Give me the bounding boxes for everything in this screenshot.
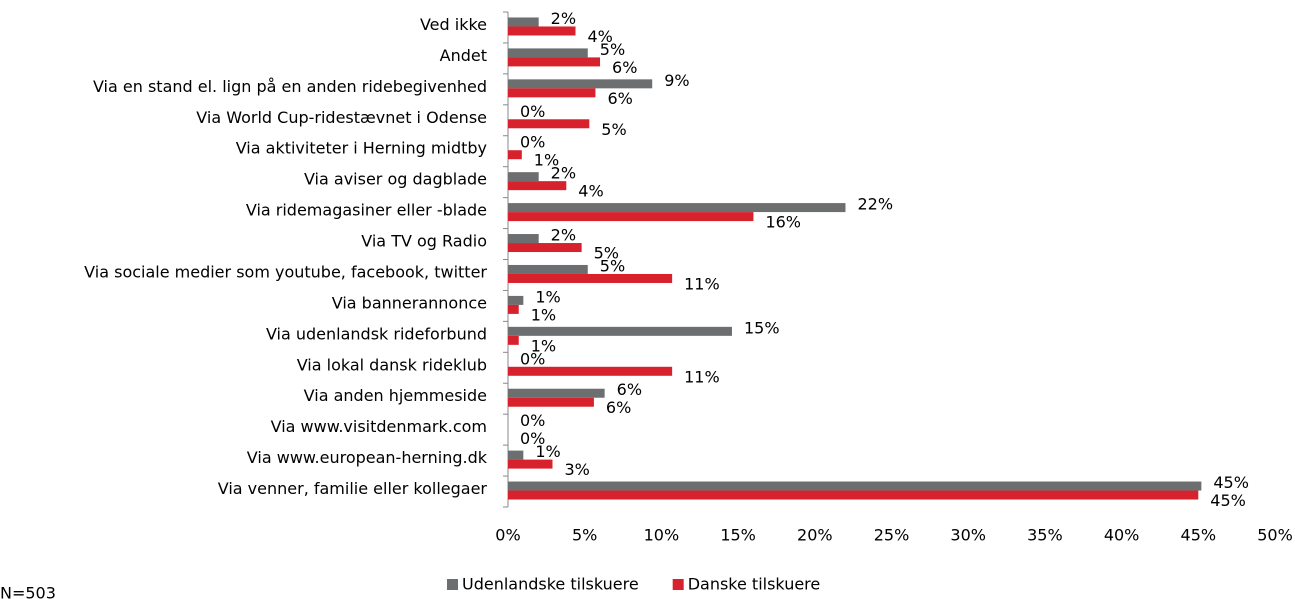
value-label: 4%: [578, 182, 603, 201]
value-label: 0%: [520, 429, 545, 448]
y-tick-label: Ved ikke: [420, 15, 487, 34]
y-tick-label: Via aviser og dagblade: [304, 170, 487, 189]
value-label: 2%: [551, 164, 576, 183]
value-label: 6%: [612, 58, 637, 77]
legend-swatch: [447, 579, 458, 590]
value-label: 1%: [531, 336, 556, 355]
bar: [508, 88, 596, 98]
bar: [508, 48, 588, 58]
value-label: 1%: [535, 287, 560, 306]
y-tick-label: Via TV og Radio: [361, 232, 487, 251]
value-label: 22%: [857, 195, 893, 214]
bar: [508, 119, 590, 129]
bar: [508, 264, 588, 274]
y-tick-label: Via www.visitdenmark.com: [271, 417, 487, 436]
value-label: 0%: [520, 133, 545, 152]
x-tick-label: 45%: [1181, 526, 1217, 545]
y-tick-label: Via udenlandsk rideforbund: [266, 324, 487, 343]
bar: [508, 366, 673, 376]
bar: [508, 397, 594, 407]
value-label: 6%: [607, 89, 632, 108]
x-tick-label: 10%: [644, 526, 680, 545]
value-label: 45%: [1213, 473, 1249, 492]
value-label: 11%: [684, 367, 720, 386]
value-label: 5%: [600, 40, 625, 59]
bar: [508, 243, 582, 253]
bar: [508, 304, 519, 314]
value-label: 0%: [520, 411, 545, 430]
y-tick-label: Via aktiviteter i Herning midtby: [236, 139, 487, 158]
y-tick-label: Via venner, familie eller kollegaer: [218, 479, 488, 498]
bar: [508, 79, 653, 89]
value-label: 9%: [664, 71, 689, 90]
y-tick-label: Via lokal dansk rideklub: [297, 355, 487, 374]
bar: [508, 388, 605, 398]
value-label: 0%: [520, 349, 545, 368]
x-tick-label: 5%: [572, 526, 597, 545]
x-tick-label: 30%: [950, 526, 986, 545]
y-tick-label: Andet: [440, 46, 487, 65]
bar: [508, 326, 732, 336]
legend-label: Danske tilskuere: [688, 575, 821, 594]
x-tick-label: 15%: [720, 526, 756, 545]
value-label: 45%: [1210, 491, 1246, 510]
note: N=503: [0, 584, 56, 599]
x-tick-label: 20%: [797, 526, 833, 545]
x-tick-label: 35%: [1027, 526, 1063, 545]
bar: [508, 335, 519, 345]
value-label: 1%: [535, 442, 560, 461]
y-tick-label: Via www.european-herning.dk: [247, 448, 488, 467]
value-label: 2%: [551, 226, 576, 245]
value-label: 6%: [606, 398, 631, 417]
value-label: 1%: [531, 305, 556, 324]
x-tick-label: 50%: [1257, 526, 1293, 545]
bar: [508, 57, 601, 67]
bar: [508, 273, 673, 283]
x-tick-label: 0%: [495, 526, 520, 545]
legend-swatch: [672, 579, 684, 590]
y-tick-label: Via en stand el. lign på en anden ridebe…: [93, 77, 487, 96]
bar: [508, 181, 567, 191]
value-label: 5%: [594, 244, 619, 263]
bar: [508, 481, 1202, 491]
bar: [508, 234, 539, 244]
bar: [508, 26, 576, 36]
legend-label: Udenlandske tilskuere: [462, 575, 639, 594]
value-label: 2%: [551, 9, 576, 28]
value-label: 6%: [617, 380, 642, 399]
value-label: 3%: [564, 460, 589, 479]
bar: [508, 203, 846, 213]
bar: [508, 17, 539, 27]
value-label: 15%: [744, 318, 780, 337]
bar: [508, 212, 754, 222]
value-label: 11%: [684, 274, 720, 293]
value-label: 5%: [600, 256, 625, 275]
bar: [508, 295, 524, 305]
x-tick-label: 25%: [874, 526, 910, 545]
y-tick-label: Via ridemagasiner eller -blade: [246, 201, 487, 220]
y-tick-label: Via sociale medier som youtube, facebook…: [84, 262, 487, 281]
value-label: 5%: [601, 120, 626, 139]
bar: [508, 459, 553, 469]
bar: [508, 450, 524, 460]
y-tick-label: Via World Cup-ridestævnet i Odense: [196, 108, 487, 127]
x-tick-label: 40%: [1104, 526, 1140, 545]
value-label: 4%: [587, 27, 612, 46]
value-label: 0%: [520, 102, 545, 121]
value-label: 1%: [534, 151, 559, 170]
y-tick-label: Via anden hjemmeside: [304, 386, 487, 405]
bar: [508, 490, 1199, 500]
bar: [508, 172, 539, 182]
y-tick-label: Via bannerannonce: [332, 293, 487, 312]
value-label: 16%: [765, 213, 801, 232]
bar: [508, 150, 522, 160]
